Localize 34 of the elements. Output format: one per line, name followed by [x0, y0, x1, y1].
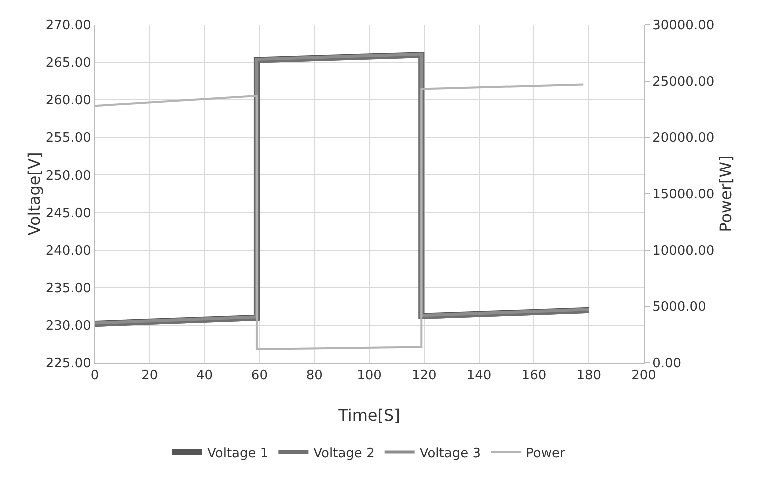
- x-tick-label: 80: [306, 368, 323, 384]
- x-tick-label: 40: [196, 368, 214, 384]
- x-tick-label: 60: [251, 368, 268, 384]
- x-tick-label: 100: [357, 368, 382, 384]
- y2-tick-label: 15000.00: [652, 188, 715, 203]
- y-tick-label: 265.00: [46, 56, 92, 72]
- x-axis-title: Time[S]: [338, 406, 400, 425]
- x-tick-label: 140: [466, 368, 492, 384]
- y2-tick-label: 25000.00: [652, 74, 715, 90]
- y2-tick-label: 10000.00: [652, 244, 715, 259]
- x-tick-label: 0: [90, 368, 100, 384]
- y-tick-label: 260.00: [46, 94, 92, 109]
- legend-label: Voltage 2: [314, 446, 375, 462]
- y-tick-label: 225.00: [46, 356, 92, 372]
- x-tick-label: 180: [576, 368, 602, 384]
- x-tick-label: 200: [632, 368, 656, 384]
- y-tick-label: 270.00: [46, 18, 92, 34]
- y-tick-label: 250.00: [46, 168, 92, 184]
- y2-tick-label: 30000.00: [652, 18, 715, 34]
- y-axis-title: Voltage[V]: [24, 152, 44, 236]
- y-tick-label: 230.00: [46, 318, 92, 334]
- x-tick-label: 20: [142, 368, 158, 384]
- y-tick-label: 255.00: [46, 131, 92, 146]
- y-tick-label: 245.00: [46, 206, 92, 222]
- y2-tick-label: 5000.00: [652, 300, 706, 316]
- y2-axis-title: Power[W]: [716, 156, 736, 232]
- legend-label: Voltage 3: [420, 446, 482, 462]
- y-tick-label: 235.00: [46, 281, 92, 296]
- legend-label: Voltage 1: [208, 446, 269, 462]
- x-tick-label: 160: [522, 368, 547, 384]
- x-tick-label: 120: [412, 368, 437, 384]
- y2-tick-label: 20000.00: [652, 131, 715, 146]
- y-tick-label: 240.00: [46, 244, 92, 259]
- legend-label: Power: [526, 446, 566, 462]
